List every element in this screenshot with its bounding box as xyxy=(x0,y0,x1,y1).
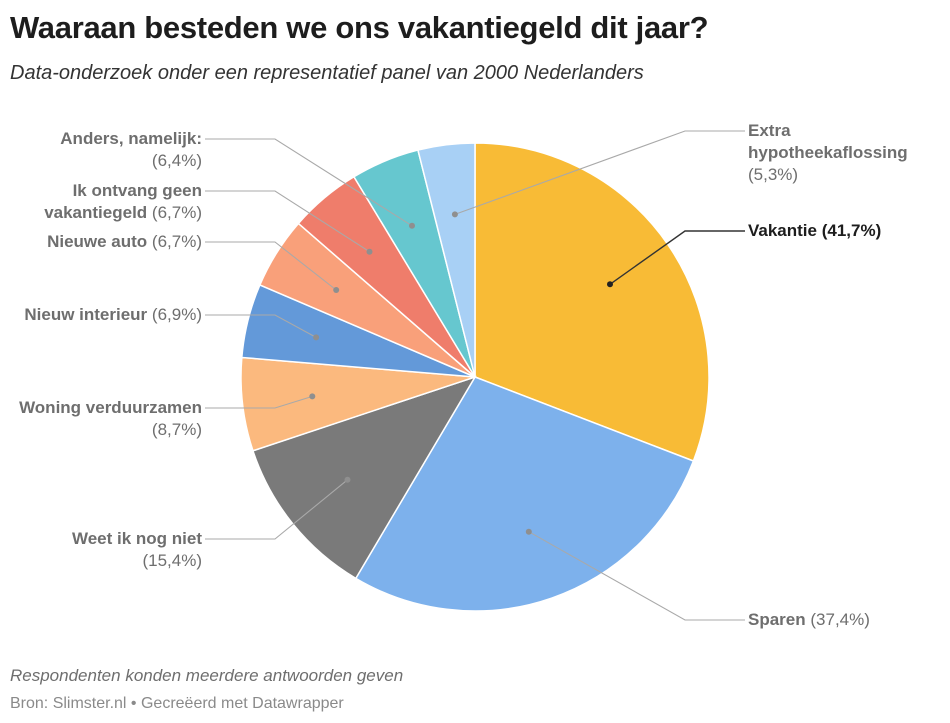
slice-label-value: (8,7%) xyxy=(151,420,202,439)
slice-label-extra-hypotheekaflossing: Extra hypotheekaflossing (5,3%) xyxy=(748,120,938,186)
slice-label-value: (6,4%) xyxy=(151,151,202,170)
source-credit: Bron: Slimster.nl • Gecreëerd met Datawr… xyxy=(10,695,344,712)
chart-subtitle: Data-onderzoek onder een representatief … xyxy=(10,62,644,84)
pie-slice-vakantie[interactable] xyxy=(474,142,710,462)
leader-line xyxy=(205,314,317,338)
slice-label-vakantie: Vakantie (41,7%) xyxy=(748,220,881,242)
slice-label-name: Ik ontvang geen vakantiegeld xyxy=(44,181,202,222)
pie-slice-extra-hypotheekaflossing[interactable] xyxy=(417,142,476,378)
leader-dot xyxy=(451,211,458,218)
slice-label-value: (6,7%) xyxy=(151,203,202,222)
leader-dot xyxy=(366,248,373,255)
leader-dot xyxy=(309,393,316,400)
leader-line xyxy=(454,130,745,215)
slice-label-value: (41,7%) xyxy=(821,221,882,240)
slice-label-nieuwe-auto: Nieuwe auto (6,7%) xyxy=(0,231,202,253)
slice-label-value: (15,4%) xyxy=(142,551,202,570)
chart-title: Waaraan besteden we ons vakantiegeld dit… xyxy=(10,10,709,45)
leader-lines xyxy=(205,130,745,621)
slice-label-value: (37,4%) xyxy=(810,610,870,629)
leader-dot xyxy=(607,281,613,288)
leader-line xyxy=(205,395,313,409)
slice-label-nieuw-interieur: Nieuw interieur (6,9%) xyxy=(0,304,202,326)
leader-dot xyxy=(344,476,351,483)
slice-label-value: (6,9%) xyxy=(151,305,202,324)
leader-line xyxy=(205,138,413,227)
pie-slices xyxy=(240,142,710,612)
slice-label-woning-verduurzamen: Woning verduurzamen (8,7%) xyxy=(0,397,202,441)
slice-label-name: Anders, namelijk: xyxy=(60,129,202,148)
leader-dot xyxy=(313,334,320,341)
slice-label-name: Sparen xyxy=(748,610,806,629)
slice-label-name: Extra hypotheekaflossing xyxy=(748,121,908,162)
leader-dot xyxy=(525,528,532,535)
pie-slice-sparen[interactable] xyxy=(354,376,695,612)
slice-label-value: (6,7%) xyxy=(151,232,202,251)
leader-line xyxy=(609,230,745,285)
leader-line xyxy=(205,190,370,253)
slice-label-anders: Anders, namelijk: (6,4%) xyxy=(0,128,202,172)
leader-line xyxy=(528,531,745,621)
slice-label-name: Woning verduurzamen xyxy=(19,398,202,417)
slice-label-value: (5,3%) xyxy=(748,165,799,184)
slice-label-name: Nieuwe auto xyxy=(47,232,148,251)
leader-dot xyxy=(333,287,340,293)
leader-line xyxy=(205,479,348,540)
slice-label-name: Weet ik nog niet xyxy=(71,529,202,548)
footnote: Respondenten konden meerdere antwoorden … xyxy=(10,666,404,685)
slice-label-name: Vakantie xyxy=(748,221,817,240)
slice-label-name: Nieuw interieur xyxy=(24,305,148,324)
slice-label-sparen: Sparen (37,4%) xyxy=(748,609,870,631)
slice-label-geen-vakantiegeld: Ik ontvang geen vakantiegeld (6,7%) xyxy=(2,180,202,224)
slice-label-weet-ik-nog-niet: Weet ik nog niet (15,4%) xyxy=(0,528,202,572)
leader-dot xyxy=(409,222,415,229)
leader-line xyxy=(205,241,337,291)
